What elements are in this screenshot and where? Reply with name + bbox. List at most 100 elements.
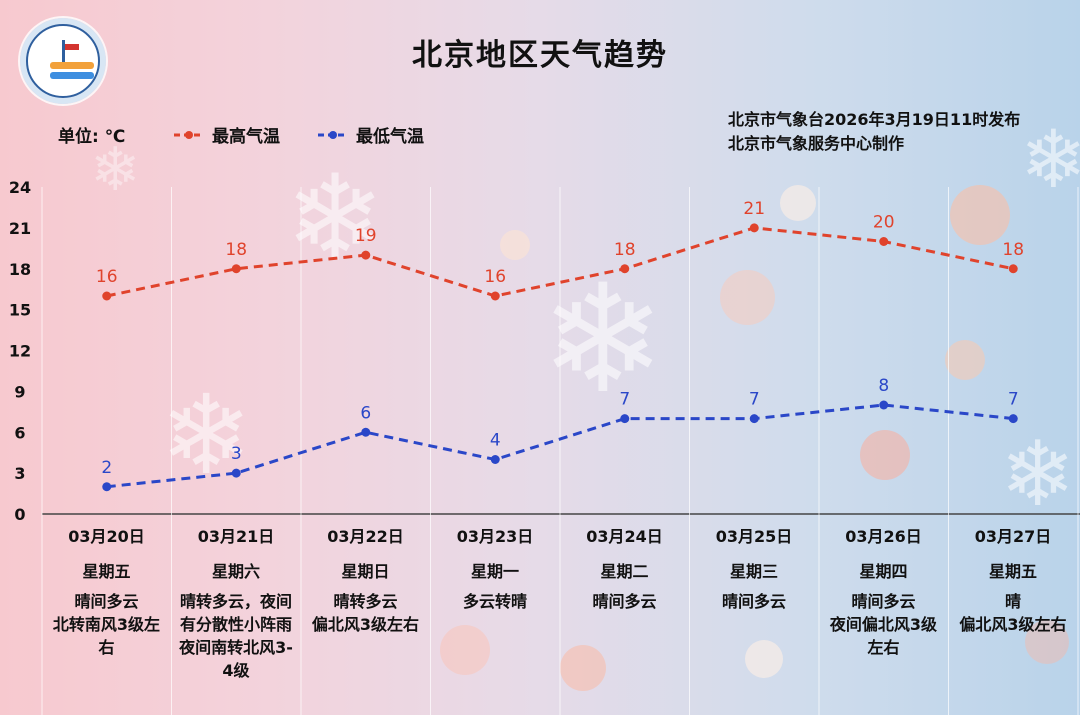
high-temp-point — [1008, 264, 1018, 274]
y-tick-label: 21 — [9, 219, 31, 238]
day-description-line: 晴转多云 — [333, 592, 398, 611]
low-temp-label: 4 — [490, 431, 501, 451]
low-temp-point — [1008, 414, 1018, 424]
day-description-line: 晴 — [1004, 592, 1021, 611]
high-temp-label: 19 — [355, 226, 377, 246]
day-column: 03月25日 星期三晴间多云 — [690, 520, 819, 613]
day-description-line: 夜间偏北风3级左右 — [829, 615, 938, 657]
unit-label: 单位: ℃ — [58, 127, 126, 147]
y-tick-label: 0 — [14, 505, 25, 524]
day-description-line: 晴间多云 — [721, 592, 786, 611]
day-weekday: 星期一 — [470, 562, 519, 581]
logo-mast — [62, 40, 65, 64]
high-temp-line — [106, 226, 1014, 298]
day-column: 03月24日 星期二晴间多云 — [560, 520, 689, 613]
day-description: 晴间多云 — [690, 590, 819, 613]
day-date: 03月27日 — [974, 527, 1052, 546]
high-temp-point — [879, 237, 889, 246]
day-date: 03月25日 — [715, 527, 793, 546]
legend-low: 最低气温 — [316, 122, 424, 147]
high-temp-point — [102, 291, 112, 301]
y-tick-label: 15 — [9, 301, 31, 320]
day-description-line: 偏北风3级左右 — [311, 615, 420, 634]
day-description-line: 晴间多云 — [74, 592, 139, 611]
publisher-line-2: 北京市气象服务中心制作 — [728, 134, 905, 153]
high-temp-label: 18 — [1002, 240, 1024, 260]
low-temp-point — [102, 482, 112, 492]
y-tick-label: 6 — [14, 423, 25, 442]
low-temp-label: 3 — [231, 444, 242, 464]
day-weekday: 星期五 — [988, 562, 1037, 581]
logo-ring — [26, 24, 100, 98]
page-title: 北京地区天气趋势 — [412, 38, 668, 73]
y-tick-label: 3 — [14, 464, 25, 483]
legend-high-swatch — [174, 130, 204, 139]
high-temp-label: 18 — [225, 240, 247, 260]
low-temp-label: 7 — [619, 390, 630, 410]
day-date: 03月23日 — [456, 527, 534, 546]
high-temp-point — [231, 264, 241, 274]
y-tick-label: 9 — [14, 382, 25, 401]
legend-low-label: 最低气温 — [356, 127, 424, 147]
publisher-info: 北京市气象台2026年3月19日11时发布 北京市气象服务中心制作 — [728, 108, 1020, 156]
y-tick-label: 18 — [9, 260, 31, 279]
day-date: 03月24日 — [586, 527, 663, 546]
high-temp-label: 18 — [614, 240, 636, 260]
day-description-line: 晴间多云 — [592, 592, 657, 611]
logo-stripe-orange — [50, 62, 94, 69]
y-tick-label: 12 — [9, 342, 31, 361]
legend-low-swatch — [318, 130, 348, 139]
high-temp-point — [490, 291, 500, 301]
y-tick-label: 24 — [9, 178, 31, 197]
day-description-line: 夜间南转北风3-4级 — [179, 638, 293, 680]
day-date: 03月26日 — [845, 527, 922, 546]
day-column: 03月20日 星期五晴间多云北转南风3级左右 — [42, 520, 171, 659]
low-temp-label: 2 — [101, 458, 112, 478]
high-temp-label: 21 — [743, 199, 765, 219]
high-temp-point — [749, 223, 759, 233]
day-description: 多云转晴 — [431, 590, 560, 613]
day-description-line: 偏北风3级左右 — [959, 615, 1067, 634]
low-temp-point — [749, 414, 759, 424]
low-temp-point — [620, 414, 630, 424]
day-date: 03月21日 — [197, 527, 275, 546]
day-date: 03月20日 — [68, 527, 145, 546]
high-temp-label: 20 — [873, 213, 895, 233]
low-temp-label: 7 — [749, 390, 760, 410]
low-temp-label: 7 — [1008, 390, 1019, 410]
low-temp-line — [106, 403, 1014, 489]
day-weekday: 星期二 — [600, 562, 649, 581]
meteorological-service-logo — [20, 18, 106, 104]
day-column: 03月21日 星期六晴转多云，夜间有分散性小阵雨 夜间南转北风3-4级 — [172, 520, 301, 682]
low-temp-label: 6 — [360, 403, 371, 423]
day-description-line: 晴转多云，夜间有分散性小阵雨 — [179, 592, 292, 634]
publisher-line-1: 北京市气象台2026年3月19日11时发布 — [728, 110, 1021, 129]
low-temp-point — [490, 455, 500, 464]
low-temp-point — [361, 427, 371, 437]
day-weekday: 星期四 — [859, 562, 908, 581]
high-temp-label: 16 — [484, 267, 506, 287]
high-temp-label: 16 — [96, 267, 118, 287]
day-weekday: 星期三 — [729, 562, 778, 581]
legend-high-label: 最高气温 — [212, 127, 280, 147]
wind-vane-icon — [65, 44, 79, 50]
day-column: 03月27日 星期五晴偏北风3级左右 — [949, 520, 1078, 636]
day-column: 03月26日 星期四晴间多云 夜间偏北风3级左右 — [819, 520, 948, 659]
day-weekday: 星期日 — [341, 562, 390, 581]
day-description: 晴间多云 — [560, 590, 689, 613]
day-weekday: 星期六 — [211, 562, 260, 581]
low-temp-label: 8 — [878, 376, 889, 396]
day-weekday: 星期五 — [82, 562, 131, 581]
legend-high: 最高气温 — [172, 122, 280, 147]
logo-stripe-blue — [50, 72, 94, 79]
day-description-line: 多云转晴 — [462, 592, 527, 611]
low-temp-point — [231, 468, 241, 478]
day-description: 晴偏北风3级左右 — [949, 590, 1078, 636]
day-date: 03月22日 — [327, 527, 404, 546]
day-description: 晴间多云 夜间偏北风3级左右 — [819, 590, 948, 659]
day-description: 晴间多云北转南风3级左右 — [42, 590, 171, 659]
high-temp-point — [361, 250, 371, 260]
day-description-line: 北转南风3级左右 — [52, 615, 161, 657]
day-description: 晴转多云，夜间有分散性小阵雨 夜间南转北风3-4级 — [172, 590, 301, 682]
